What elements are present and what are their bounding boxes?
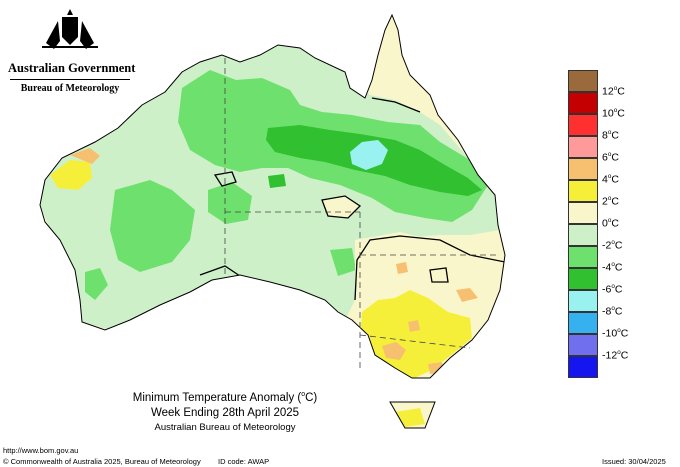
coat-of-arms (42, 9, 98, 49)
legend-swatch (568, 202, 598, 224)
legend-swatch (568, 334, 598, 356)
legend-label: 2oC (602, 195, 619, 208)
legend-swatch (568, 312, 598, 334)
state-borders (224, 58, 500, 370)
footer-url[interactable]: http://www.bom.gov.au (3, 446, 79, 455)
crest-space (8, 8, 132, 58)
government-branding: Australian Government Bureau of Meteorol… (8, 8, 136, 94)
legend-label: -12oC (602, 349, 629, 362)
legend-label: 0oC (602, 217, 619, 230)
legend-swatch (568, 246, 598, 268)
legend-swatch (568, 180, 598, 202)
agency-name: Bureau of Meteorology (20, 83, 120, 94)
legend-swatch (568, 136, 598, 158)
government-title: Australian Government (8, 61, 136, 75)
map-source: Australian Bureau of Meteorology (154, 421, 296, 433)
legend-swatch (568, 290, 598, 312)
legend-label: 4oC (602, 173, 619, 186)
footer-id-code: ID code: AWAP (218, 457, 270, 466)
anomaly-plus6-patch (382, 342, 406, 360)
legend-swatch (568, 92, 598, 114)
legend-label: -10oC (602, 327, 629, 340)
footer-copyright: © Commonwealth of Australia 2025, Bureau… (3, 457, 201, 466)
legend-label: 8oC (602, 129, 619, 142)
legend-label: -6oC (602, 283, 623, 296)
coastline (39, 13, 506, 429)
map-period: Week Ending 28th April 2025 (150, 406, 300, 419)
legend-label: 10oC (602, 107, 625, 120)
legend-swatch (568, 158, 598, 180)
legend-swatch (568, 268, 598, 290)
legend-label: -2oC (602, 239, 623, 252)
legend-swatch (568, 114, 598, 136)
anomaly-fields (40, 38, 505, 427)
legend-label: -4oC (602, 261, 623, 274)
map-titles: Minimum Temperature Anomaly (oC) Week En… (120, 387, 330, 434)
anomaly-minus8-core (350, 140, 388, 170)
legend-label: -8oC (602, 305, 623, 318)
legend-swatch (568, 224, 598, 246)
legend-label: 12oC (602, 85, 625, 98)
legend-label: 6oC (602, 151, 619, 164)
legend-swatch (568, 70, 598, 92)
anomaly-minus4-west (110, 180, 195, 272)
legend-swatch (568, 356, 598, 378)
branding-divider (10, 79, 130, 80)
map-title: Minimum Temperature Anomaly (oC) (132, 391, 318, 404)
footer-issued: Issued: 30/04/2025 (602, 457, 666, 466)
